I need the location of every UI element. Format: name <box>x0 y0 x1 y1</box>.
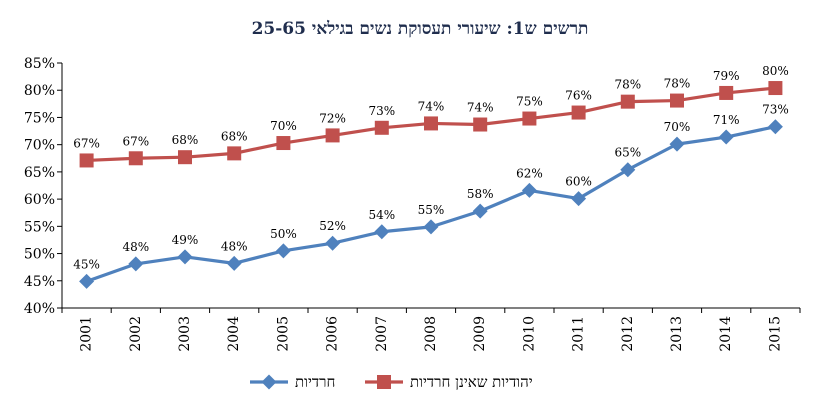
data-label-2: 68% <box>221 129 248 143</box>
data-point-1 <box>571 191 587 207</box>
data-label-2: 70% <box>270 119 297 133</box>
data-point-1 <box>226 255 242 271</box>
y-tick-label: 75% <box>24 110 55 126</box>
data-point-2 <box>571 105 586 120</box>
data-label-1: 49% <box>172 233 199 247</box>
data-label-2: 67% <box>122 134 149 148</box>
data-point-2 <box>768 81 783 96</box>
legend-label-2: יהודיות שאינן חרדיות <box>410 373 533 391</box>
data-label-2: 78% <box>664 77 691 91</box>
data-label-1: 71% <box>713 113 740 127</box>
data-label-1: 65% <box>614 146 641 160</box>
data-point-2 <box>522 111 537 126</box>
x-tick-label: 2005 <box>275 316 291 352</box>
x-tick-label: 2008 <box>423 316 439 352</box>
data-point-1 <box>669 136 685 152</box>
data-point-1 <box>177 249 193 265</box>
data-label-1: 45% <box>73 257 100 271</box>
data-label-1: 52% <box>319 219 346 233</box>
data-label-2: 78% <box>614 78 641 92</box>
data-label-2: 73% <box>368 104 395 118</box>
x-tick-label: 2010 <box>521 316 537 352</box>
data-label-2: 67% <box>73 136 100 150</box>
data-point-1 <box>128 256 144 272</box>
axes: 40% 45% 50% 55% 60% 65% 70% 75% 80% 85% 2001 2002 20… <box>24 56 801 352</box>
x-tick-label: 2006 <box>325 316 341 352</box>
x-tick-label: 2011 <box>571 316 587 352</box>
data-point-2 <box>719 85 734 100</box>
legend-marker-1 <box>261 374 277 390</box>
y-tick-label: 50% <box>24 247 55 263</box>
x-tick-label: 2001 <box>79 316 95 352</box>
chart-title: תרשים ש1: שיעורי תעסוקת נשים בגילאי 25-6… <box>252 19 589 39</box>
data-point-2 <box>670 93 684 108</box>
x-tick-label: 2002 <box>128 316 144 352</box>
data-point-1 <box>275 243 291 259</box>
data-point-2 <box>325 128 340 143</box>
y-tick-label: 70% <box>24 138 55 154</box>
data-point-2 <box>620 94 635 109</box>
data-label-1: 70% <box>664 120 691 134</box>
data-label-1: 58% <box>467 187 494 201</box>
data-label-1: 60% <box>565 175 592 189</box>
y-tick-label: 60% <box>24 192 55 208</box>
x-tick-label: 2003 <box>177 316 193 352</box>
data-point-2 <box>128 151 143 166</box>
x-tick-label: 2007 <box>374 316 390 352</box>
data-label-1: 73% <box>762 103 789 117</box>
legend-label-1: חרדיות <box>295 373 335 391</box>
legend-marker-2 <box>377 375 391 389</box>
data-label-1: 55% <box>418 203 445 217</box>
data-point-1 <box>521 182 537 198</box>
data-label-1: 54% <box>368 208 395 222</box>
y-tick-label: 65% <box>24 165 55 181</box>
data-point-2 <box>424 116 438 131</box>
data-point-2 <box>276 136 291 151</box>
x-tick-label: 2004 <box>226 316 242 352</box>
data-label-2: 76% <box>565 89 592 103</box>
data-label-1: 62% <box>516 166 543 180</box>
data-label-2: 80% <box>762 64 789 78</box>
y-tick-label: 45% <box>24 274 55 290</box>
data-point-1 <box>325 235 341 251</box>
data-point-1 <box>423 219 439 235</box>
data-label-2: 75% <box>516 95 543 109</box>
data-label-2: 68% <box>172 133 199 147</box>
data-label-2: 72% <box>319 111 346 125</box>
data-point-2 <box>227 146 242 161</box>
y-tick-label: 85% <box>24 56 55 72</box>
data-label-1: 48% <box>122 240 149 254</box>
data-point-1 <box>79 273 95 289</box>
y-tick-label: 55% <box>24 219 55 235</box>
data-point-1 <box>767 119 783 135</box>
data-labels: 45% 48% 49% 48% 50% 52% 54% 55% 58% 62% 60% 65% 70% 7… <box>73 64 788 271</box>
x-tick-label: 2013 <box>669 316 685 352</box>
data-point-1 <box>620 162 636 178</box>
y-tick-label: 40% <box>24 301 55 317</box>
data-label-2: 74% <box>467 101 494 115</box>
x-tick-label: 2014 <box>718 316 734 352</box>
legend: חרדיות יהודיות שאינן חרדיות <box>250 373 533 391</box>
data-point-1 <box>472 203 488 219</box>
data-label-2: 74% <box>418 99 445 113</box>
data-label-2: 79% <box>713 69 740 83</box>
data-point-2 <box>374 120 389 135</box>
x-tick-label: 2009 <box>472 316 488 352</box>
data-point-1 <box>718 129 734 145</box>
x-tick-label: 2015 <box>767 316 783 352</box>
data-point-1 <box>374 224 390 240</box>
data-label-1: 48% <box>221 239 248 253</box>
data-point-2 <box>473 117 488 132</box>
data-point-2 <box>178 150 192 165</box>
y-tick-label: 80% <box>24 83 55 99</box>
series-layer <box>79 81 783 289</box>
data-point-2 <box>79 153 94 168</box>
data-label-1: 50% <box>270 227 297 241</box>
x-tick-label: 2012 <box>620 316 636 352</box>
